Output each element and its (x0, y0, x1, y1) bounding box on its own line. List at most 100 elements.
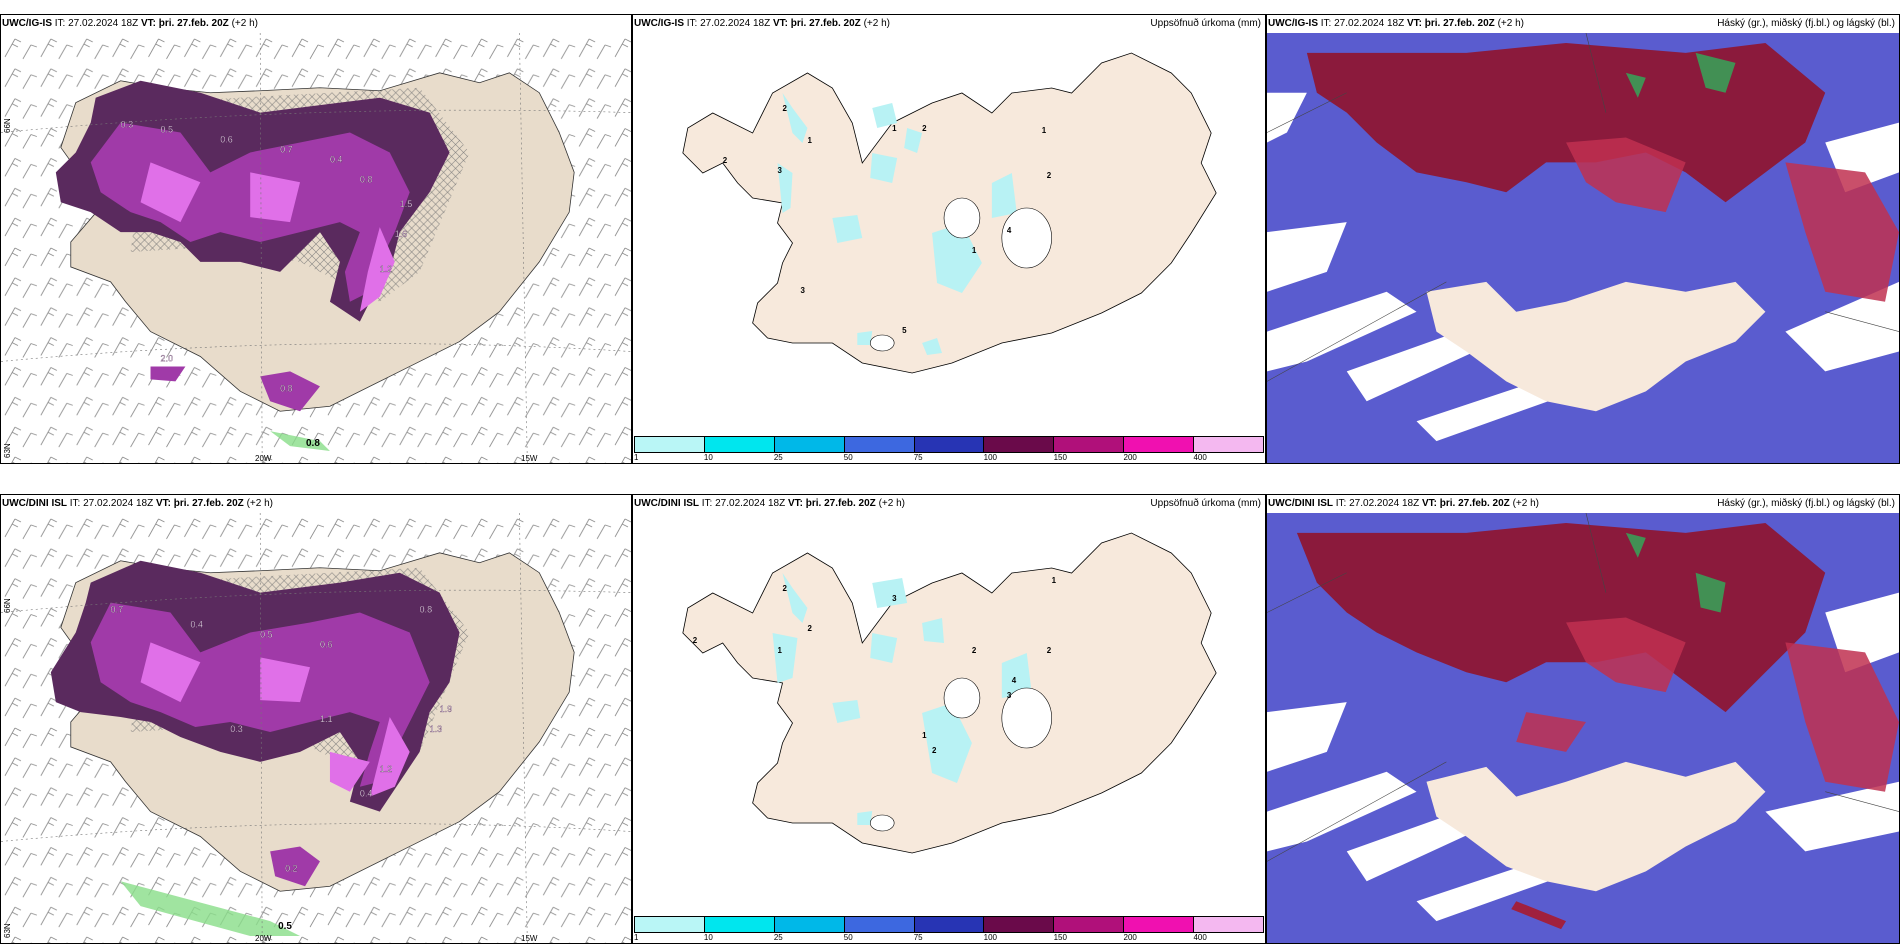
lat-label: 66N (3, 598, 12, 613)
value-label: 2 (922, 124, 927, 133)
colorbar-swatch (704, 437, 775, 452)
map-canvas (1267, 33, 1899, 463)
colorbar-tick: 400 (1193, 453, 1207, 462)
value-label: 2 (723, 156, 728, 165)
panel-header: UWC/IG-IS IT: 27.02.2024 18Z VT: þri. 27… (2, 18, 258, 29)
panel-right-row1: UWC/IG-IS IT: 27.02.2024 18Z VT: þri. 27… (1266, 14, 1900, 464)
colorbar-tick: 10 (703, 453, 713, 462)
value-label: 3 (1007, 691, 1012, 700)
value-label: 0.5 (260, 629, 272, 639)
map-cloud-cover[interactable] (1267, 33, 1899, 463)
value-label: 0.6 (320, 639, 332, 649)
value-label: 1 (807, 136, 812, 145)
precip-value-labels: 2 2 3 1 2 4 3 2 1 2 1 2 (693, 576, 1057, 755)
colorbar-swatch (984, 437, 1055, 452)
value-label: 3 (800, 286, 805, 295)
panel-header: UWC/IG-IS IT: 27.02.2024 18Z VT: þri. 27… (1268, 18, 1895, 29)
value-label: 0.3 (121, 120, 133, 130)
value-label: 0.5 (160, 125, 172, 135)
iceland-land (1426, 281, 1766, 412)
panel-header: UWC/DINI ISL IT: 27.02.2024 18Z VT: þri.… (1268, 498, 1895, 509)
value-label: 2 (972, 646, 977, 655)
colorbar-tick: 100 (983, 933, 997, 942)
map-accumulated-precip[interactable]: 2 2 3 1 2 4 3 2 1 2 1 2 (633, 513, 1265, 913)
map-canvas: 0.3 0.5 0.6 0.7 0.4 0.8 1.6 1.2 1.5 2.0 … (1, 33, 631, 463)
colorbar-tick: 1 (634, 933, 639, 942)
panel-left-row1: UWC/IG-IS IT: 27.02.2024 18Z VT: þri. 27… (0, 14, 632, 464)
value-label: 2 (693, 636, 698, 645)
panel-subtitle: Háský (gr.), miðský (fj.bl.) og lágský (… (1717, 18, 1895, 29)
map-borders (1267, 33, 1899, 382)
value-label: 0.8 (280, 383, 292, 393)
colorbar-swatch (1124, 437, 1195, 452)
lon-label: 20W (255, 934, 272, 943)
value-label: 1 (1042, 126, 1047, 135)
colorbar-tick: 150 (1053, 933, 1067, 942)
colorbar-swatch (1124, 917, 1195, 932)
value-label: 2 (807, 624, 812, 633)
value-label: 1.2 (380, 764, 392, 774)
value-label: 1 (892, 124, 897, 133)
map-canvas: 0.7 0.4 0.5 0.6 0.3 0.8 1.1 1.3 1.9 1.2 … (1, 513, 631, 943)
colorbar-swatch (704, 917, 775, 932)
precip-colorbar (634, 436, 1264, 453)
lakes (869, 197, 1052, 352)
value-label: 1.6 (395, 229, 407, 239)
panel-right-row2: UWC/DINI ISL IT: 27.02.2024 18Z VT: þri.… (1266, 494, 1900, 944)
colorbar-swatch (774, 917, 845, 932)
panel-subtitle: Háský (gr.), miðský (fj.bl.) og lágský (… (1717, 498, 1895, 509)
panel-subtitle: Uppsöfnuð úrkoma (mm) (1150, 18, 1261, 29)
colorbar-swatch (1194, 437, 1264, 452)
map-accumulated-precip[interactable]: 2 2 1 3 1 2 3 4 1 1 5 2 (633, 33, 1265, 433)
colorbar-tick: 200 (1123, 453, 1137, 462)
map-cloud-cover[interactable] (1267, 513, 1899, 943)
colorbar-tick: 200 (1123, 933, 1137, 942)
colorbar-ticks: 1 10 25 50 75 100 150 200 400 (634, 453, 1264, 463)
map-borders (1267, 513, 1899, 862)
colorbar-tick: 50 (843, 453, 853, 462)
colorbar-tick: 150 (1053, 453, 1067, 462)
colorbar-tick: 10 (703, 933, 713, 942)
map-wind-precip[interactable]: 0.3 0.5 0.6 0.7 0.4 0.8 1.6 1.2 1.5 2.0 … (1, 33, 631, 463)
colorbar-swatch (984, 917, 1055, 932)
value-label: 1.2 (380, 264, 392, 274)
value-label: 2 (1047, 171, 1052, 180)
precip-patches (772, 573, 1032, 825)
colorbar-swatch (1054, 437, 1125, 452)
value-label: 1 (972, 246, 977, 255)
colorbar-swatch (1054, 917, 1125, 932)
value-label: 1 (922, 731, 927, 740)
map-canvas: 2 2 3 1 2 4 3 2 1 2 1 2 (682, 532, 1217, 854)
colorbar-swatch (774, 437, 845, 452)
value-label: 0.8 (360, 174, 372, 184)
colorbar-swatch (914, 917, 985, 932)
value-label: 0.8 (420, 605, 432, 615)
colorbar-tick: 400 (1193, 933, 1207, 942)
value-label: 2 (1047, 646, 1052, 655)
value-label: 2 (932, 746, 937, 755)
lakes (869, 677, 1052, 832)
panel-mid-row1: UWC/IG-IS IT: 27.02.2024 18Z VT: þri. 27… (632, 14, 1266, 464)
value-label: 0.4 (330, 154, 342, 164)
value-label: 0.4 (190, 619, 202, 629)
value-label: 0.6 (220, 134, 232, 144)
colorbar-tick: 25 (773, 933, 783, 942)
value-label: 1.9 (440, 704, 452, 714)
value-label: 3 (892, 594, 897, 603)
map-wind-precip[interactable]: 0.7 0.4 0.5 0.6 0.3 0.8 1.1 1.3 1.9 1.2 … (1, 513, 631, 943)
iceland-land (1426, 761, 1766, 892)
value-label: 1.5 (400, 199, 412, 209)
panel-header: UWC/IG-IS IT: 27.02.2024 18Z VT: þri. 27… (634, 18, 1261, 29)
lat-label: 63N (3, 923, 12, 938)
precip-value-labels: 0.7 0.4 0.5 0.6 0.3 0.8 1.1 1.3 1.9 1.2 … (111, 604, 453, 873)
precip-patches (777, 93, 1017, 355)
value-label: 0.3 (230, 724, 242, 734)
value-label: 2.0 (160, 353, 172, 363)
value-label: 4 (1007, 226, 1012, 235)
value-label: 2 (783, 104, 788, 113)
value-label: 0.7 (280, 144, 292, 154)
map-canvas: 2 2 1 3 1 2 3 4 1 1 5 2 (682, 52, 1217, 374)
footer-value: 0.8 (306, 438, 320, 449)
value-label: 1.3 (430, 724, 442, 734)
colorbar-tick: 75 (913, 933, 923, 942)
